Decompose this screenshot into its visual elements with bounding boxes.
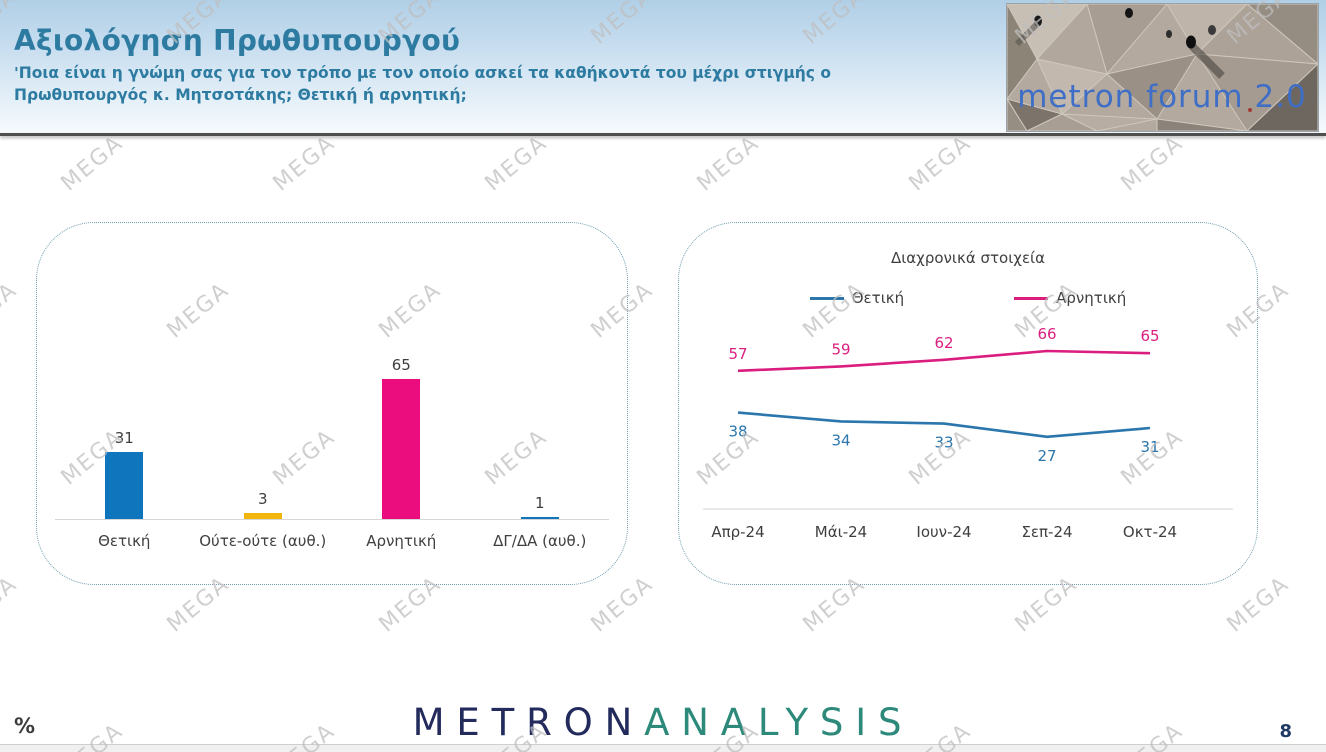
logo-metron-text: METRON bbox=[412, 701, 645, 744]
bar-category-label: Αρνητική bbox=[366, 532, 437, 550]
header: Αξιολόγηση Πρωθυπουργού 'Ποια είναι η γν… bbox=[0, 0, 1326, 133]
legend-label: Θετική bbox=[851, 289, 905, 307]
bar-value-label: 65 bbox=[391, 356, 411, 374]
data-point-label: 57 bbox=[728, 345, 747, 363]
watermark-text: MEGA bbox=[1116, 130, 1189, 197]
bar-chart: 31 3 65 1 Θετική Ούτε-ούτε (αυθ.) Αρνητική ΔΓ/… bbox=[37, 269, 627, 550]
watermark-text: MEGA bbox=[586, 571, 659, 638]
bar-category-label: Θετική bbox=[98, 532, 151, 550]
header-divider bbox=[0, 133, 1326, 136]
watermark-text: MEGA bbox=[692, 130, 765, 197]
bar-category-label: Ούτε-ούτε (αυθ.) bbox=[199, 532, 327, 550]
plaza-photo-illustration: metron forum 2.0 bbox=[1007, 4, 1318, 131]
x-tick-label: Ιουν-24 bbox=[916, 523, 971, 541]
legend-swatch bbox=[1014, 296, 1049, 300]
bar-value-label: 1 bbox=[534, 493, 545, 512]
bar-column: 1 bbox=[471, 494, 610, 519]
legend-item: Θετική bbox=[809, 289, 905, 307]
watermark-text: MEGA bbox=[0, 277, 23, 344]
bar bbox=[382, 379, 421, 519]
bar bbox=[243, 512, 282, 519]
data-point-label: 34 bbox=[831, 431, 850, 449]
legend-item: Αρνητική bbox=[1014, 289, 1126, 307]
legend-label: Αρνητική bbox=[1056, 289, 1127, 307]
data-point-label: 65 bbox=[1140, 327, 1159, 345]
data-point-label: 62 bbox=[934, 334, 953, 352]
metron-forum-logo: metron forum 2.0 bbox=[1006, 3, 1319, 132]
watermark-text: MEGA bbox=[1222, 571, 1295, 638]
bar-value-label: 3 bbox=[257, 489, 268, 508]
watermark-text: MEGA bbox=[268, 130, 341, 197]
data-point-label: 27 bbox=[1037, 447, 1056, 465]
bar-value-label: 31 bbox=[114, 429, 134, 448]
bar bbox=[520, 516, 559, 519]
line-chart-panel: Διαχρονικά στοιχεία Θετική Αρνητική 38 34 3… bbox=[678, 222, 1258, 585]
bar-plot-area: 31 3 65 1 bbox=[55, 269, 609, 520]
watermark-text: MEGA bbox=[480, 130, 553, 197]
bar bbox=[105, 452, 144, 519]
data-point-label: 31 bbox=[1140, 438, 1159, 456]
line-chart-legend: Θετική Αρνητική bbox=[679, 289, 1257, 307]
bottom-strip bbox=[0, 744, 1326, 752]
forum-logo-text: metron forum 2.0 bbox=[1017, 79, 1307, 115]
x-tick-label: Μάι-24 bbox=[815, 523, 867, 541]
page-number: 8 bbox=[1279, 721, 1292, 742]
page-subtitle: 'Ποια είναι η γνώμη σας για τον τρόπο με… bbox=[14, 64, 831, 105]
legend-swatch bbox=[809, 296, 844, 300]
bar-column: 3 bbox=[194, 490, 333, 519]
data-point-label: 38 bbox=[728, 423, 747, 441]
bar-category-axis: Θετική Ούτε-ούτε (αυθ.) Αρνητική ΔΓ/ΔΑ (αυθ… bbox=[55, 532, 609, 550]
bar-chart-panel: 31 3 65 1 Θετική Ούτε-ούτε (αυθ.) Αρνητική ΔΓ/… bbox=[36, 222, 628, 585]
watermark-text: MEGA bbox=[56, 130, 129, 197]
logo-analysis-text: ANALYSIS bbox=[644, 701, 914, 744]
watermark-text: MEGA bbox=[0, 571, 23, 638]
bar-column: 31 bbox=[55, 429, 194, 519]
line-chart-title: Διαχρονικά στοιχεία bbox=[890, 249, 1046, 267]
percent-label: % bbox=[14, 714, 36, 738]
line-chart: 38 34 33 27 31 57 59 62 66 65 Απρ-24 Μάι-24 Ιουν-24 Σ… bbox=[703, 325, 1233, 541]
x-tick-label: Απρ-24 bbox=[711, 523, 764, 541]
page-title: Αξιολόγηση Πρωθυπουργού bbox=[14, 24, 461, 57]
bar-category-label: ΔΓ/ΔΑ (αυθ.) bbox=[493, 532, 587, 550]
data-point-label: 33 bbox=[934, 434, 953, 452]
series-line-Αρνητική bbox=[737, 349, 1151, 373]
data-point-label: 66 bbox=[1037, 325, 1056, 343]
pedestrians bbox=[1014, 8, 1252, 112]
bar-column: 65 bbox=[332, 356, 471, 519]
series-line-Θετική bbox=[737, 411, 1151, 439]
watermark-text: MEGA bbox=[904, 130, 977, 197]
x-tick-label: Σεπ-24 bbox=[1021, 523, 1072, 541]
x-tick-label: Οκτ-24 bbox=[1123, 523, 1177, 541]
metron-analysis-logo: METRONANALYSIS bbox=[0, 701, 1326, 744]
data-point-label: 59 bbox=[831, 340, 850, 358]
